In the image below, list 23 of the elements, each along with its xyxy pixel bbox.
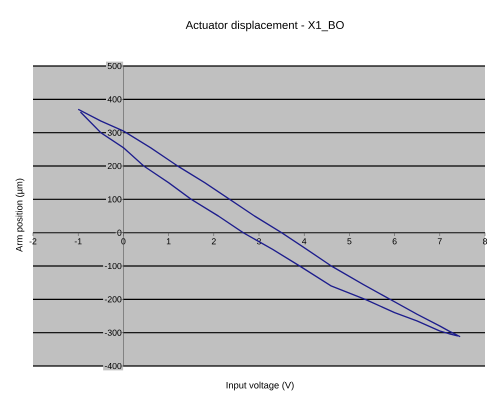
x-tick-label: 6 xyxy=(392,238,397,244)
x-tick-label: -1 xyxy=(74,238,82,244)
y-axis-title: Arm position (µm) xyxy=(16,178,24,252)
x-tick-label: 0 xyxy=(121,238,126,244)
x-tick-label: -2 xyxy=(30,238,36,244)
chart-title: Actuator displacement - X1_BO xyxy=(186,20,344,32)
y-tick-label: 100 xyxy=(108,196,122,202)
x-tick-label: 2 xyxy=(212,238,216,244)
y-tick-label: -200 xyxy=(104,296,122,302)
y-tick-label: -100 xyxy=(104,262,122,270)
x-tick-label: 8 xyxy=(482,238,488,244)
y-tick-label: -400 xyxy=(104,362,122,370)
y-tick-label: -300 xyxy=(104,330,122,336)
y-tick-label: 200 xyxy=(108,162,122,170)
x-tick-label: 7 xyxy=(438,238,442,244)
y-tick-label: 300 xyxy=(108,130,122,136)
y-tick-label: 0 xyxy=(117,230,122,236)
x-tick-label: 4 xyxy=(302,238,306,244)
x-axis-title: Input voltage (V) xyxy=(226,382,294,390)
y-tick-label: 400 xyxy=(108,96,122,102)
x-tick-label: 1 xyxy=(166,238,171,244)
y-tick-label: 500 xyxy=(108,62,122,70)
x-tick-label: 5 xyxy=(347,238,352,244)
